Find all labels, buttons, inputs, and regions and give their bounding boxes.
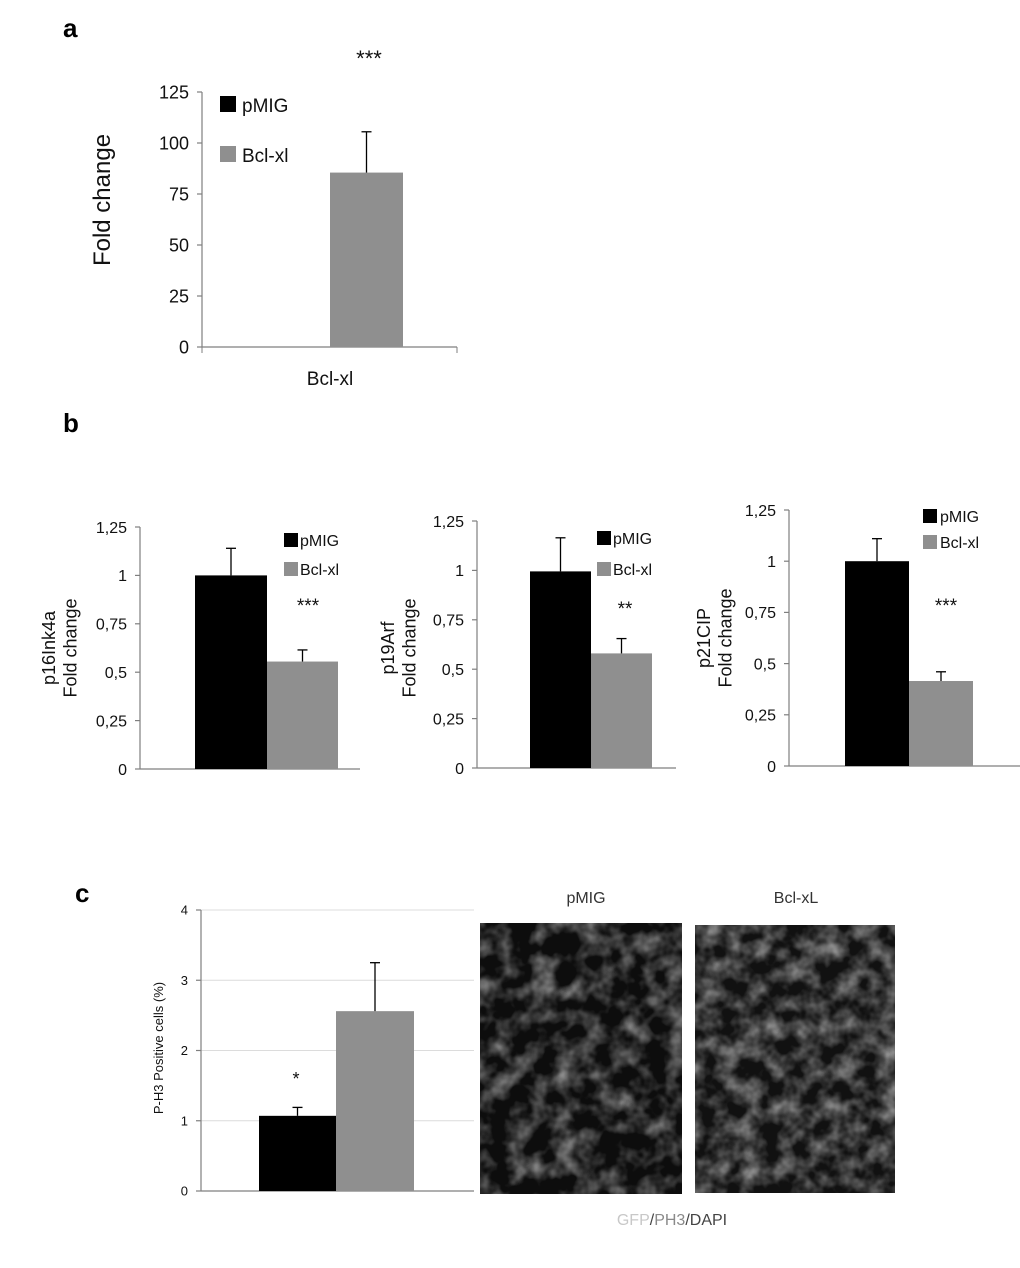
significance-marker: ** bbox=[618, 599, 633, 620]
y-tick-label: 3 bbox=[181, 973, 188, 988]
y-tick-label: 0,25 bbox=[96, 713, 127, 730]
bar-bcl-xl bbox=[591, 653, 652, 768]
legend-label-bcl-xl: Bcl-xl bbox=[613, 562, 652, 579]
y-tick-label: 0 bbox=[181, 1184, 188, 1199]
bar-bcl-xl bbox=[336, 1011, 414, 1191]
legend-swatch-pmig bbox=[284, 533, 298, 547]
micrograph-title-pmig: pMIG bbox=[566, 890, 605, 907]
significance-marker: *** bbox=[356, 46, 382, 71]
panel-label-a: a bbox=[63, 13, 78, 43]
y-tick-label: 1 bbox=[118, 568, 127, 585]
chart-b-p21: 0 0,25 0,5 0,75 1 1,25 *** p21CIPFold change pMI… bbox=[694, 503, 1020, 776]
y-tick-label: 0,75 bbox=[96, 617, 127, 634]
y-tick-label: 2 bbox=[181, 1043, 188, 1058]
y-axis-label-line: Fold change bbox=[400, 598, 420, 697]
panel-label-b: b bbox=[63, 408, 79, 438]
y-axis-label: Fold change bbox=[89, 134, 116, 266]
y-tick-label: 50 bbox=[169, 235, 189, 255]
y-axis-label: P-H3 Positive cells (%) bbox=[151, 982, 166, 1114]
legend-label-bcl-xl: Bcl-xl bbox=[300, 562, 339, 579]
legend-swatch-pmig bbox=[923, 509, 937, 523]
chart-a: 0 25 50 75 100 125 *** Bcl-xl Fold change pMIG Bcl… bbox=[89, 46, 458, 390]
y-tick-label: 1 bbox=[181, 1113, 188, 1128]
legend-swatch-bcl-xl bbox=[597, 562, 611, 576]
legend-swatch-bcl-xl bbox=[923, 535, 937, 549]
significance-marker: * bbox=[292, 1069, 299, 1089]
bar-pmig bbox=[845, 561, 909, 766]
y-axis-label-line: p19Arf bbox=[378, 620, 398, 674]
y-tick-label: 0,75 bbox=[745, 605, 776, 622]
significance-marker: *** bbox=[935, 596, 958, 617]
legend-swatch-pmig bbox=[220, 96, 236, 112]
chart-b-p19: 0 0,25 0,5 0,75 1 1,25 ** p19ArfFold change pMIG… bbox=[378, 514, 676, 778]
y-axis-label: p16Ink4aFold change bbox=[39, 598, 81, 697]
bar-pmig bbox=[195, 575, 267, 769]
y-tick-label: 0,5 bbox=[442, 662, 464, 679]
micrograph-caption: GFP/PH3/DAPI bbox=[617, 1212, 727, 1229]
y-tick-label: 0 bbox=[455, 761, 464, 778]
legend-swatch-bcl-xl bbox=[220, 146, 236, 162]
y-axis-label-line: p16Ink4a bbox=[39, 610, 59, 685]
legend-label-pmig: pMIG bbox=[940, 509, 979, 526]
caption-dapi: /DAPI bbox=[685, 1212, 727, 1229]
y-tick-label: 1 bbox=[767, 554, 776, 571]
y-tick-label: 75 bbox=[169, 184, 189, 204]
micrograph-pmig bbox=[480, 923, 682, 1194]
caption-gfp: GFP bbox=[617, 1212, 650, 1229]
y-axis-label-line: p21CIP bbox=[694, 608, 714, 668]
y-tick-label: 0 bbox=[118, 762, 127, 779]
legend-label-bcl-xl: Bcl-xl bbox=[242, 146, 288, 167]
legend-label-pmig: pMIG bbox=[242, 96, 288, 117]
bar-bcl-xl bbox=[330, 172, 403, 347]
y-tick-label: 0,75 bbox=[433, 613, 464, 630]
y-tick-label: 25 bbox=[169, 286, 189, 306]
caption-ph3: PH3 bbox=[654, 1212, 685, 1229]
y-axis-label-line: Fold change bbox=[61, 598, 81, 697]
x-category-label: Bcl-xl bbox=[307, 369, 353, 390]
y-tick-label: 1,25 bbox=[96, 520, 127, 537]
micrograph-title-bclxl: Bcl-xL bbox=[774, 890, 819, 907]
y-tick-label: 1 bbox=[455, 563, 464, 580]
y-axis-label-line: Fold change bbox=[716, 588, 736, 687]
y-tick-label: 0,5 bbox=[105, 665, 127, 682]
legend-label-bcl-xl: Bcl-xl bbox=[940, 535, 979, 552]
y-tick-label: 0 bbox=[179, 337, 189, 357]
caption-sep: / bbox=[650, 1212, 655, 1229]
legend-swatch-bcl-xl bbox=[284, 562, 298, 576]
bar-pmig bbox=[259, 1115, 336, 1191]
micrograph-bclxl bbox=[695, 925, 895, 1193]
y-tick-label: 4 bbox=[181, 903, 188, 918]
legend-swatch-pmig bbox=[597, 531, 611, 545]
y-tick-label: 0 bbox=[767, 759, 776, 776]
y-axis-label: p19ArfFold change bbox=[378, 598, 420, 697]
legend-label-pmig: pMIG bbox=[613, 531, 652, 548]
bar-bcl-xl bbox=[909, 681, 973, 766]
legend-label-pmig: pMIG bbox=[300, 533, 339, 550]
y-tick-label: 0,25 bbox=[433, 711, 464, 728]
chart-c: 0 1 2 3 4 * P-H3 Positive cells (%) bbox=[151, 903, 474, 1199]
y-tick-label: 1,25 bbox=[745, 503, 776, 520]
bar-bcl-xl bbox=[267, 661, 338, 769]
y-tick-label: 125 bbox=[159, 82, 189, 102]
panel-label-c: c bbox=[75, 878, 89, 908]
y-tick-label: 100 bbox=[159, 133, 189, 153]
bar-pmig bbox=[530, 571, 591, 768]
y-axis-label: p21CIPFold change bbox=[694, 588, 736, 687]
y-tick-label: 1,25 bbox=[433, 514, 464, 531]
y-tick-label: 0,25 bbox=[745, 708, 776, 725]
y-tick-label: 0,5 bbox=[754, 656, 776, 673]
significance-marker: *** bbox=[297, 596, 320, 617]
